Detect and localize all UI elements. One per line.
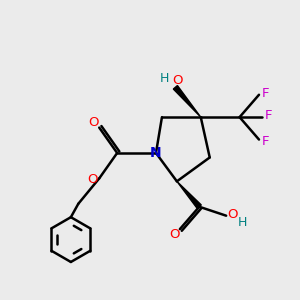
Text: O: O <box>88 116 99 129</box>
Text: F: F <box>262 134 269 148</box>
Text: F: F <box>262 87 269 100</box>
Text: O: O <box>227 208 238 221</box>
Text: O: O <box>87 173 98 186</box>
Text: N: N <box>150 146 162 160</box>
Text: H: H <box>160 72 170 86</box>
Text: F: F <box>265 109 272 122</box>
Text: O: O <box>172 74 183 87</box>
Text: O: O <box>169 228 180 241</box>
Polygon shape <box>177 182 201 208</box>
Polygon shape <box>173 85 201 117</box>
Text: H: H <box>238 216 247 229</box>
